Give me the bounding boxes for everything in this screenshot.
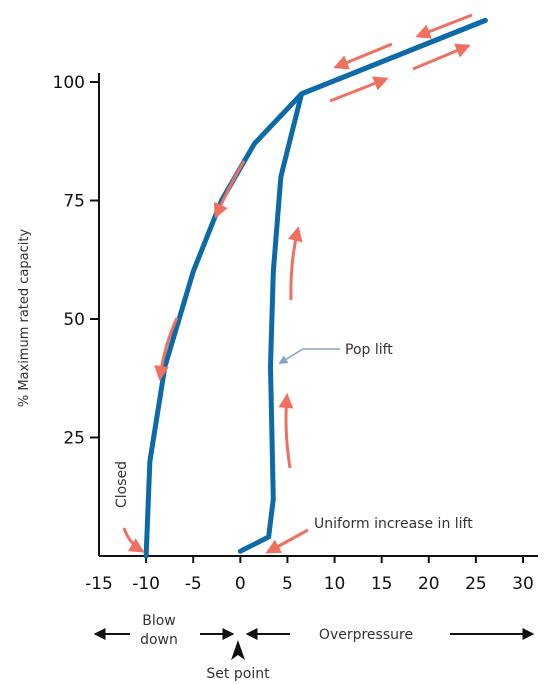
arrow-uniform-increase [265, 528, 309, 554]
x-tick-label: -5 [185, 574, 202, 594]
x-tick-label: 15 [371, 574, 393, 594]
set-point-label: Set point [206, 666, 270, 682]
set-point-marker [231, 640, 245, 660]
axes [98, 73, 538, 557]
blow-down-label-line2: down [140, 632, 178, 648]
pop-lift-callout [278, 348, 340, 364]
x-tick-label: 30 [512, 574, 534, 594]
x-tick-label: 10 [324, 574, 346, 594]
arrow-top-mid [333, 42, 393, 70]
uniform-increase-label: Uniform increase in lift [314, 516, 473, 532]
y-tick-label: 100 [53, 73, 85, 93]
y-axis-title: % Maximum rated capacity [17, 229, 32, 408]
pop-lift-label: Pop lift [345, 342, 393, 358]
direction-arrows [122, 13, 473, 554]
x-ticks: -15 -10 -5 0 5 10 15 20 25 30 [85, 556, 534, 594]
arrow-top-right [412, 43, 471, 71]
lift-curve [237, 17, 488, 554]
x-tick-label: 5 [282, 574, 293, 594]
x-tick-label: 20 [418, 574, 440, 594]
y-tick-label: 50 [63, 310, 85, 330]
blow-down-label-line1: Blow [142, 613, 176, 629]
y-ticks: 25 50 75 100 [53, 73, 99, 449]
arrow-blowdown-lower [154, 317, 179, 381]
y-tick-label: 25 [63, 429, 85, 449]
x-tick-label: 0 [235, 574, 246, 594]
series-group [143, 17, 488, 559]
x-tick-label: -15 [85, 574, 113, 594]
arrow-blowdown-upper [213, 160, 246, 219]
closed-label: Closed [114, 461, 130, 508]
arrow-top-left [415, 13, 473, 39]
blowdown-curve [143, 17, 488, 559]
overpressure-label: Overpressure [319, 627, 413, 643]
arrow-lift-lower [278, 393, 294, 469]
arrow-lift-upper [287, 226, 303, 301]
x-tick-label: -10 [132, 574, 160, 594]
arrow-upper-right [329, 76, 389, 103]
y-tick-label: 75 [63, 192, 85, 212]
x-tick-label: 25 [465, 574, 487, 594]
arrow-closed [122, 527, 145, 553]
